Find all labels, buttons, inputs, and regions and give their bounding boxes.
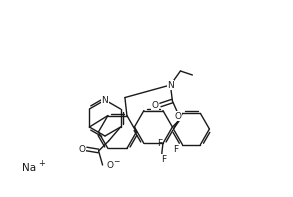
Text: O: O <box>175 112 182 121</box>
Text: −: − <box>113 157 120 166</box>
Text: +: + <box>38 160 45 168</box>
Text: F: F <box>161 154 166 164</box>
Text: F: F <box>173 145 178 153</box>
Text: O: O <box>78 145 85 153</box>
Text: Na: Na <box>22 163 36 173</box>
Text: O: O <box>152 100 159 110</box>
Text: N: N <box>167 81 174 89</box>
Text: N: N <box>102 96 108 104</box>
Text: O: O <box>106 161 113 169</box>
Text: F: F <box>157 138 162 148</box>
